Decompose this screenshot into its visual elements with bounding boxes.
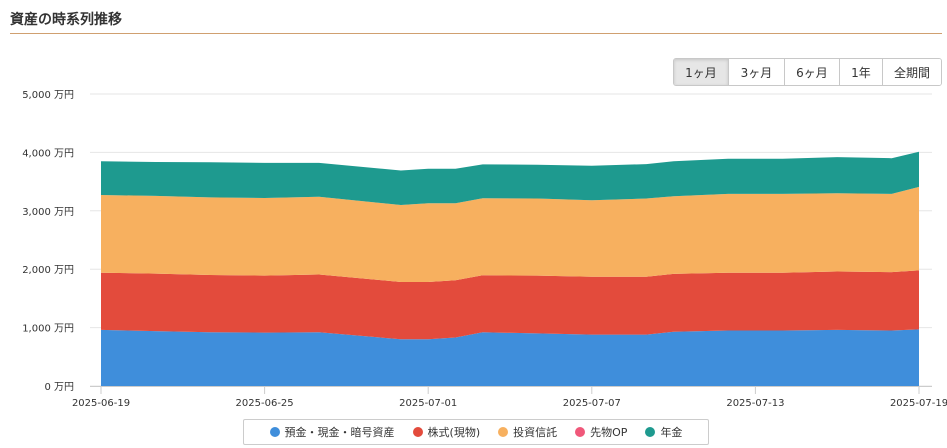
range-selector: 1ヶ月 3ヶ月 6ヶ月 1年 全期間 [673, 58, 942, 86]
area-series-1[interactable] [101, 270, 919, 340]
legend-item-deposits[interactable]: 預金・現金・暗号資産 [269, 424, 395, 440]
area-series-0[interactable] [101, 329, 919, 386]
chart-legend: 預金・現金・暗号資産 株式(現物) 投資信託 先物OP 年金 [243, 419, 709, 445]
area-series-4[interactable] [101, 151, 919, 205]
legend-item-futures[interactable]: 先物OP [575, 424, 627, 440]
legend-label-pension: 年金 [660, 426, 683, 439]
legend-item-pension[interactable]: 年金 [645, 424, 682, 440]
range-1-year-button[interactable]: 1年 [839, 59, 882, 85]
page-title: 資産の時系列推移 [10, 12, 122, 28]
range-3-month-button[interactable]: 3ヶ月 [728, 59, 784, 85]
y-tick-label: 3,000 万円 [22, 207, 74, 218]
y-tick-label: 1,000 万円 [22, 324, 74, 335]
y-tick-label: 2,000 万円 [22, 265, 74, 276]
x-tick-label: 2025-07-13 [726, 398, 784, 409]
legend-swatch-funds [498, 427, 509, 437]
range-1-month-button[interactable]: 1ヶ月 [674, 59, 728, 85]
legend-item-funds[interactable]: 投資信託 [498, 424, 557, 440]
legend-swatch-futures [575, 427, 586, 437]
x-tick-label: 2025-07-07 [563, 398, 621, 409]
legend-label-futures: 先物OP [590, 426, 628, 439]
legend-swatch-deposits [269, 427, 280, 437]
x-tick-label: 2025-06-19 [72, 398, 130, 409]
x-tick-label: 2025-07-01 [399, 398, 457, 409]
x-tick-label: 2025-06-25 [236, 398, 294, 409]
range-all-button[interactable]: 全期間 [882, 59, 941, 85]
legend-label-deposits: 預金・現金・暗号資産 [284, 426, 395, 439]
title-divider [10, 33, 942, 34]
legend-label-funds: 投資信託 [513, 426, 558, 439]
area-series-2[interactable] [101, 186, 919, 282]
range-6-month-button[interactable]: 6ヶ月 [784, 59, 839, 85]
legend-item-stocks[interactable]: 株式(現物) [412, 424, 481, 440]
legend-swatch-stocks [412, 427, 423, 437]
y-tick-label: 4,000 万円 [22, 148, 74, 159]
legend-swatch-pension [645, 427, 656, 437]
x-tick-label: 2025-07-19 [890, 398, 947, 409]
y-tick-label: 5,000 万円 [22, 90, 74, 101]
y-tick-label: 0 万円 [44, 382, 74, 393]
legend-label-stocks: 株式(現物) [427, 426, 481, 439]
